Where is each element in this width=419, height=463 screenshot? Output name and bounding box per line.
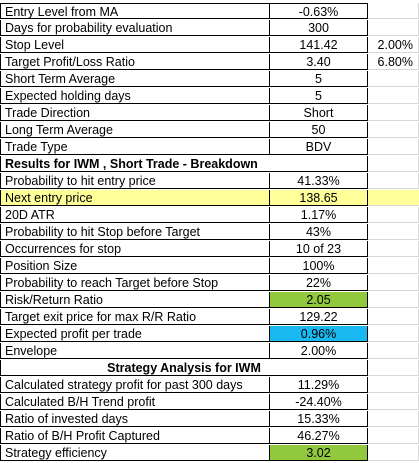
cell-extra[interactable]: [368, 71, 419, 87]
cell-extra[interactable]: [368, 445, 419, 461]
cell-extra[interactable]: [368, 139, 419, 155]
cell-extra[interactable]: [368, 326, 419, 342]
cell-value[interactable]: 43%: [270, 224, 368, 240]
cell-label[interactable]: Ratio of B/H Profit Captured: [0, 428, 270, 444]
cell-value[interactable]: 100%: [270, 258, 368, 274]
cell-label[interactable]: Short Term Average: [0, 71, 270, 87]
cell-label[interactable]: Envelope: [0, 343, 270, 359]
cell-extra[interactable]: [368, 122, 419, 138]
cell-value[interactable]: 129.22: [270, 309, 368, 325]
cell-label[interactable]: Risk/Return Ratio: [0, 292, 270, 308]
cell-value[interactable]: -24.40%: [270, 394, 368, 410]
cell-extra[interactable]: [368, 275, 419, 291]
cell-extra[interactable]: [368, 411, 419, 427]
cell-label[interactable]: Strategy efficiency: [0, 445, 270, 461]
cell-extra[interactable]: [368, 241, 419, 257]
cell-value[interactable]: 3.40: [270, 54, 368, 70]
cell-extra[interactable]: [368, 292, 419, 308]
cell-extra[interactable]: [368, 190, 419, 206]
expected-profit-value-cell[interactable]: 0.96%: [270, 326, 368, 342]
cell-extra[interactable]: [368, 105, 419, 121]
cell-label[interactable]: Next entry price: [0, 190, 270, 206]
cell-label[interactable]: Target exit price for max R/R Ratio: [0, 309, 270, 325]
cell-value[interactable]: Short: [270, 105, 368, 121]
cell-extra[interactable]: [368, 360, 419, 376]
cell-label[interactable]: Position Size: [0, 258, 270, 274]
cell-label[interactable]: Calculated B/H Trend profit: [0, 394, 270, 410]
cell-extra[interactable]: [368, 343, 419, 359]
cell-label[interactable]: Expected holding days: [0, 88, 270, 104]
cell-value[interactable]: 141.42: [270, 37, 368, 53]
cell-label[interactable]: Entry Level from MA: [0, 3, 270, 19]
cell-label[interactable]: Stop Level: [0, 37, 270, 53]
cell-label[interactable]: Trade Type: [0, 139, 270, 155]
cell-extra[interactable]: [368, 20, 419, 36]
cell-extra[interactable]: [368, 309, 419, 325]
cell-extra[interactable]: 6.80%: [368, 54, 419, 70]
cell-extra[interactable]: 2.00%: [368, 37, 419, 53]
cell-value[interactable]: 50: [270, 122, 368, 138]
cell-label[interactable]: Expected profit per trade: [0, 326, 270, 342]
cell-extra[interactable]: [368, 173, 419, 189]
cell-label[interactable]: Occurrences for stop: [0, 241, 270, 257]
cell-value[interactable]: BDV: [270, 139, 368, 155]
cell-value[interactable]: 46.27%: [270, 428, 368, 444]
cell-label[interactable]: Probability to reach Target before Stop: [0, 275, 270, 291]
cell-extra[interactable]: [368, 377, 419, 393]
cell-extra[interactable]: [368, 156, 419, 172]
cell-value[interactable]: 10 of 23: [270, 241, 368, 257]
cell-extra[interactable]: [368, 258, 419, 274]
cell-extra[interactable]: [368, 394, 419, 410]
cell-value[interactable]: 22%: [270, 275, 368, 291]
cell-label[interactable]: 20D ATR: [0, 207, 270, 223]
cell-value[interactable]: 138.65: [270, 190, 368, 206]
cell-label[interactable]: Calculated strategy profit for past 300 …: [0, 377, 270, 393]
cell-label[interactable]: Days for probability evaluation: [0, 20, 270, 36]
cell-label[interactable]: Probability to hit entry price: [0, 173, 270, 189]
cell-label[interactable]: Ratio of invested days: [0, 411, 270, 427]
cell-extra[interactable]: [368, 3, 419, 19]
strategy-efficiency-value-cell[interactable]: 3.02: [270, 445, 368, 461]
section-header-label[interactable]: Results for IWM , Short Trade - Breakdow…: [0, 156, 368, 172]
cell-label[interactable]: Probability to hit Stop before Target: [0, 224, 270, 240]
cell-label[interactable]: Trade Direction: [0, 105, 270, 121]
cell-extra[interactable]: [368, 224, 419, 240]
cell-value[interactable]: 300: [270, 20, 368, 36]
cell-value[interactable]: -0.63%: [270, 3, 368, 19]
cell-value[interactable]: 41.33%: [270, 173, 368, 189]
cell-value[interactable]: 1.17%: [270, 207, 368, 223]
cell-extra[interactable]: [368, 207, 419, 223]
cell-value[interactable]: 2.00%: [270, 343, 368, 359]
cell-extra[interactable]: [368, 428, 419, 444]
cell-value[interactable]: 5: [270, 71, 368, 87]
cell-value[interactable]: 15.33%: [270, 411, 368, 427]
risk-return-value-cell[interactable]: 2.05: [270, 292, 368, 308]
cell-value[interactable]: 5: [270, 88, 368, 104]
cell-label[interactable]: Long Term Average: [0, 122, 270, 138]
cell-extra[interactable]: [368, 88, 419, 104]
cell-label[interactable]: Target Profit/Loss Ratio: [0, 54, 270, 70]
section-header-label[interactable]: Strategy Analysis for IWM: [0, 360, 368, 376]
cell-value[interactable]: 11.29%: [270, 377, 368, 393]
